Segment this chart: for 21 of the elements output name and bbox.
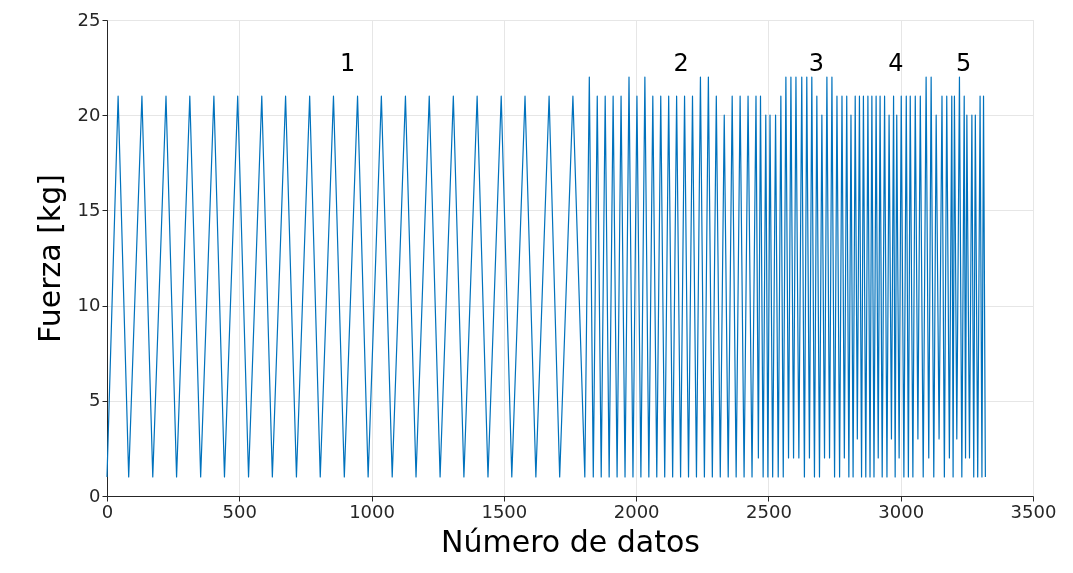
x-tick-label: 3000 xyxy=(878,500,925,522)
x-tick-label: 2500 xyxy=(746,500,792,522)
annotation: 4 xyxy=(888,49,904,77)
x-tick-label: 2000 xyxy=(613,500,660,522)
x-tick-label: 3500 xyxy=(1010,500,1057,522)
y-tick-label: 0 xyxy=(89,484,101,506)
x-tick-label: 500 xyxy=(222,500,257,522)
y-tick-label: 25 xyxy=(77,8,101,30)
y-tick-label: 10 xyxy=(77,294,101,316)
y-tick-label: 5 xyxy=(89,389,101,411)
y-axis-title: Fuerza [kg] xyxy=(31,174,67,343)
annotation: 5 xyxy=(955,49,972,77)
x-axis-title: Número de datos xyxy=(441,523,700,559)
annotation: 3 xyxy=(808,49,824,77)
annotation: 1 xyxy=(340,49,356,77)
line-series xyxy=(106,76,986,478)
annotation: 2 xyxy=(673,49,689,77)
y-tick-label: 20 xyxy=(77,103,101,125)
x-tick-label: 1500 xyxy=(481,500,528,522)
x-tick-label: 1000 xyxy=(349,500,395,522)
y-tick-label: 15 xyxy=(77,198,101,220)
